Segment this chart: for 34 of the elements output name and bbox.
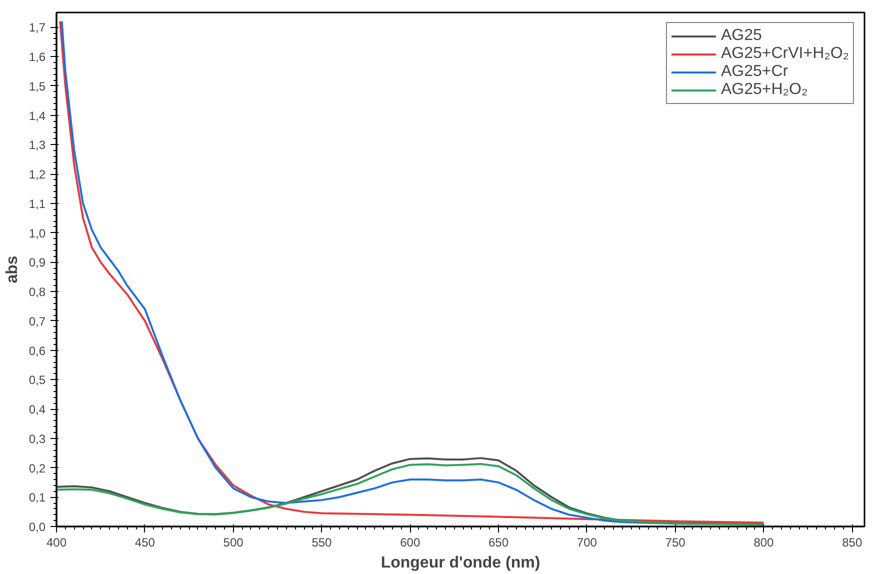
- y-tick-label: 0,4: [28, 402, 46, 417]
- y-tick-label: 1,7: [28, 20, 46, 35]
- y-tick-label: 0,9: [28, 256, 46, 270]
- y-tick-label: 0,0: [28, 520, 46, 534]
- legend-label: AG25: [720, 27, 762, 45]
- x-tick-label: 550: [312, 536, 332, 550]
- x-tick-label: 450: [134, 536, 156, 550]
- y-tick-label: 1,3: [28, 138, 46, 152]
- y-tick-label: 1,5: [28, 79, 46, 94]
- legend-label: AG25+Cr: [720, 63, 788, 81]
- y-axis-title: abs: [4, 256, 21, 284]
- y-tick-label: 1,2: [28, 168, 46, 182]
- x-axis-title: Longeur d'onde (nm): [380, 554, 540, 572]
- x-tick-label: 700: [576, 536, 598, 550]
- y-tick-label: 0,3: [28, 432, 46, 446]
- y-tick-label: 1,0: [28, 226, 46, 240]
- legend-label: AG25+CrVI+H₂O₂: [720, 45, 849, 63]
- x-tick-label: 650: [488, 536, 509, 550]
- y-tick-label: 0,2: [28, 461, 46, 476]
- y-tick-label: 0,6: [28, 344, 46, 358]
- legend-label: AG25+H₂O₂: [720, 81, 808, 99]
- x-tick-label: 850: [842, 536, 862, 550]
- y-tick-label: 1,6: [28, 50, 46, 64]
- y-tick-label: 0,8: [28, 285, 46, 300]
- y-tick-label: 0,1: [28, 490, 46, 505]
- x-tick-label: 800: [754, 536, 774, 550]
- x-tick-label: 600: [400, 536, 420, 550]
- y-tick-label: 1,4: [28, 108, 46, 123]
- y-tick-label: 0,7: [28, 314, 46, 328]
- y-tick-label: 1,1: [28, 196, 46, 211]
- x-tick-label: 750: [665, 536, 686, 550]
- x-tick-label: 400: [46, 536, 67, 550]
- y-tick-label: 0,5: [28, 373, 46, 388]
- x-tick-label: 500: [223, 536, 244, 550]
